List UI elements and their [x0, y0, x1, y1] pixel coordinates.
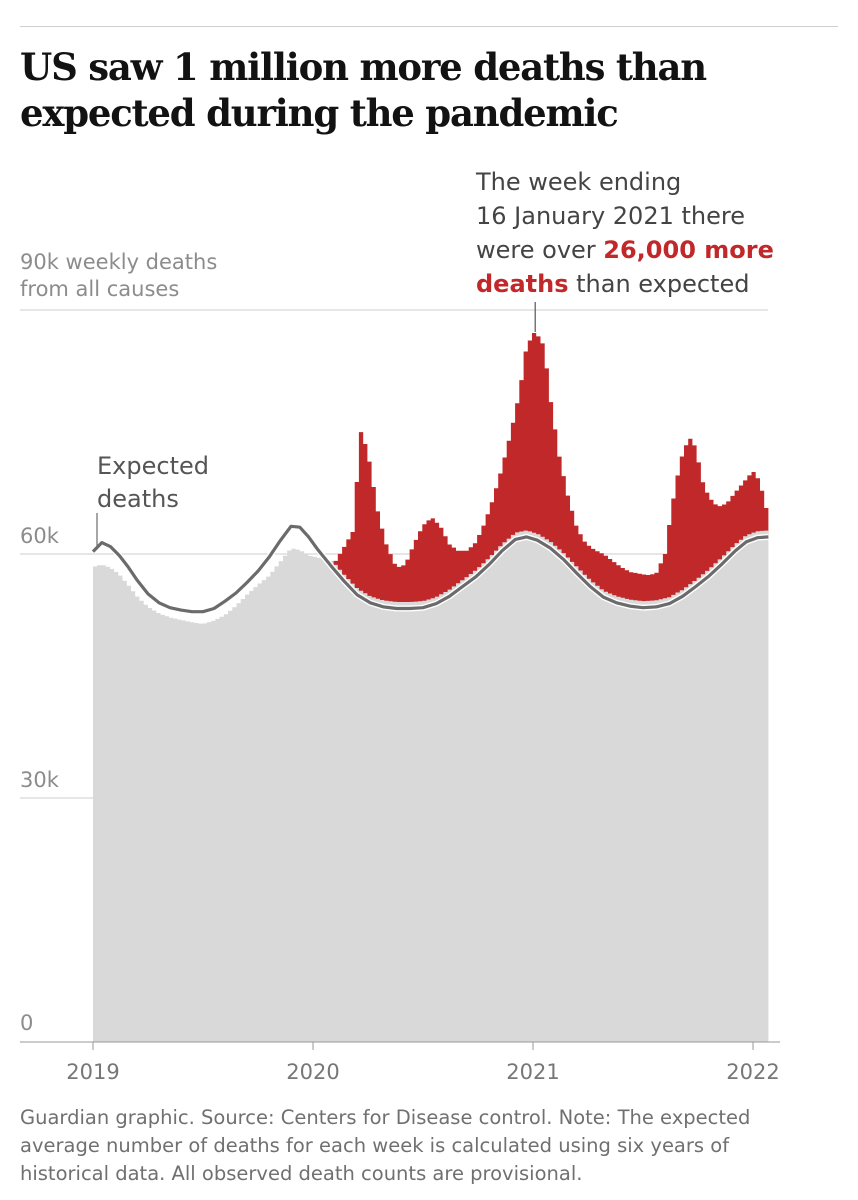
x-tick-label: 2022: [726, 1060, 779, 1084]
source-note-line-2: average number of deaths for each week i…: [20, 1134, 730, 1157]
y-axis-title-line-2: from all causes: [20, 277, 179, 301]
y-axis-labels: 0 30k 60k: [20, 524, 60, 1035]
chart-title: US saw 1 million more deaths than expect…: [20, 45, 707, 135]
x-tick-label: 2019: [66, 1060, 119, 1084]
top-rule: [20, 26, 838, 27]
excess-deaths-area: [325, 333, 769, 609]
source-note-line-3: historical data. All observed death coun…: [20, 1162, 583, 1185]
x-axis-ticks: 2019 2020 2021 2022: [66, 1042, 780, 1084]
x-tick-label: 2021: [506, 1060, 559, 1084]
peak-note-line-4: deaths than expected: [476, 270, 749, 298]
y-tick-label: 0: [20, 1011, 33, 1035]
observed-deaths-area: [93, 530, 769, 1042]
expected-label-line-1: Expected: [97, 452, 209, 480]
expected-deaths-line: [91, 524, 769, 614]
peak-note-line-3: were over 26,000 more: [476, 236, 774, 264]
y-tick-label: 60k: [20, 524, 60, 548]
source-note: Guardian graphic. Source: Centers for Di…: [20, 1104, 835, 1188]
source-note-line-1: Guardian graphic. Source: Centers for Di…: [20, 1106, 751, 1129]
peak-note-prefix: were over: [476, 236, 603, 264]
y-axis-title-line-1: 90k weekly deaths: [20, 250, 217, 274]
peak-note-line-1: The week ending: [475, 168, 681, 196]
y-tick-label: 30k: [20, 768, 60, 792]
peak-note-highlight-1: 26,000 more: [603, 236, 774, 264]
peak-note-line-2: 16 January 2021 there: [476, 202, 745, 230]
expected-label-line-2: deaths: [97, 485, 179, 513]
peak-note-suffix: than expected: [569, 270, 750, 298]
peak-note-highlight-2: deaths: [476, 270, 569, 298]
x-tick-label: 2020: [286, 1060, 339, 1084]
peak-note: The week ending 16 January 2021 there we…: [475, 168, 774, 298]
